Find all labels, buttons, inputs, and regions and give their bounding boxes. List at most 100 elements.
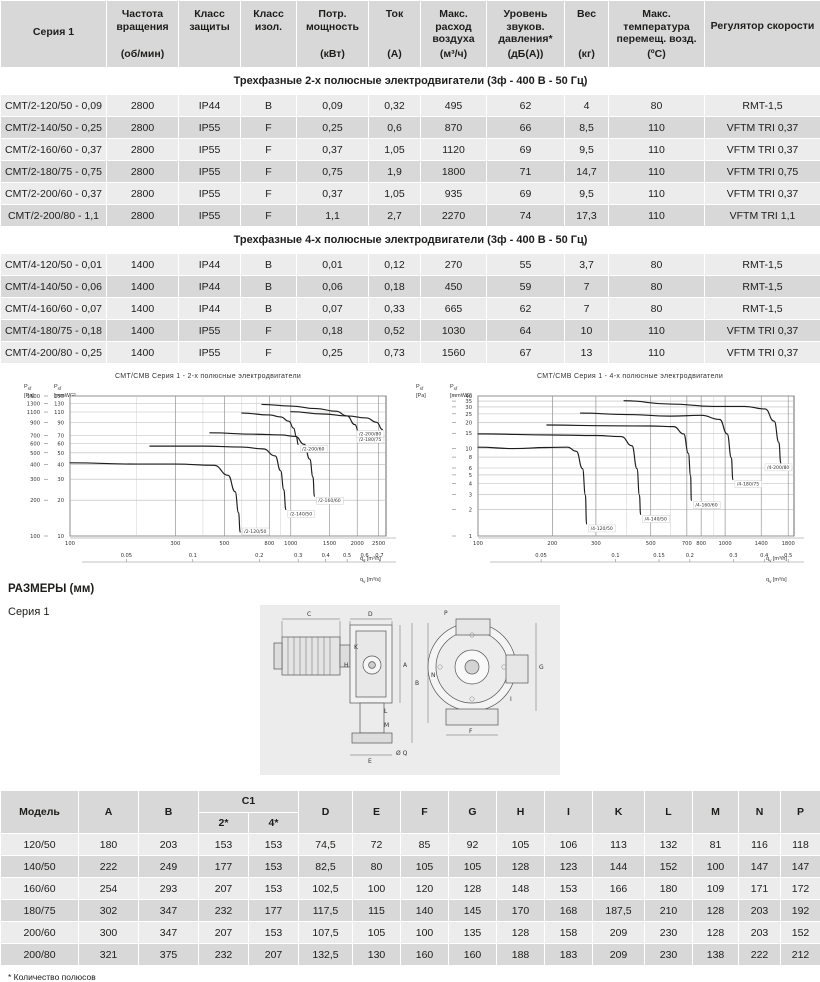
spec-cell: 1120 bbox=[421, 139, 487, 161]
svg-text:500: 500 bbox=[219, 541, 229, 547]
svg-text:40: 40 bbox=[465, 394, 472, 400]
dim-cell: 160 bbox=[449, 944, 497, 966]
spec-cell: 0,18 bbox=[369, 276, 421, 298]
spec-cell: RMT-1,5 bbox=[705, 276, 820, 298]
spec-cell: 270 bbox=[421, 254, 487, 276]
spec-cell: 62 bbox=[487, 95, 565, 117]
spec-cell: 69 bbox=[487, 139, 565, 161]
spec-cell: 1,1 bbox=[297, 205, 369, 227]
svg-text:300: 300 bbox=[591, 541, 601, 547]
spec-cell: 110 bbox=[609, 117, 705, 139]
spec-cell: 9,5 bbox=[565, 183, 609, 205]
chart-4-pole-plot: 1102203304405506608801010015150202002525… bbox=[448, 370, 812, 605]
spec-cell: 110 bbox=[609, 205, 705, 227]
dim-col-C1: C1 bbox=[199, 791, 299, 813]
svg-text:130: 130 bbox=[54, 401, 64, 407]
spec-cell: 2800 bbox=[107, 117, 179, 139]
spec-cell: CMT/4-180/75 - 0,18 bbox=[1, 320, 107, 342]
spec-col-insulation: Класс изол. bbox=[241, 1, 297, 68]
dim-cell: 100 bbox=[693, 856, 739, 878]
svg-text:/2-160/60: /2-160/60 bbox=[318, 498, 340, 504]
spec-cell: CMT/2-180/75 - 0,75 bbox=[1, 161, 107, 183]
dim-cell: 107,5 bbox=[299, 922, 353, 944]
svg-text:1: 1 bbox=[469, 534, 472, 540]
spec-cell: F bbox=[241, 342, 297, 364]
spec-cell: 2270 bbox=[421, 205, 487, 227]
spec-cell: 0,25 bbox=[297, 117, 369, 139]
spec-cell: CMT/2-200/80 - 1,1 bbox=[1, 205, 107, 227]
spec-cell: 110 bbox=[609, 161, 705, 183]
spec-cell: 2800 bbox=[107, 95, 179, 117]
spec-cell: IP44 bbox=[179, 254, 241, 276]
dim-cell: 82,5 bbox=[299, 856, 353, 878]
dim-cell: 116 bbox=[739, 834, 781, 856]
spec-cell: 1,05 bbox=[369, 183, 421, 205]
spec-cell: F bbox=[241, 161, 297, 183]
dim-col-I: I bbox=[545, 791, 593, 834]
spec-cell: 665 bbox=[421, 298, 487, 320]
svg-text:2000: 2000 bbox=[351, 541, 364, 547]
dim-col-L: L bbox=[645, 791, 693, 834]
dim-cell: 105 bbox=[497, 834, 545, 856]
spec-col-serie: Серия 1 bbox=[1, 1, 107, 68]
dim-cell: 102,5 bbox=[299, 878, 353, 900]
spec-cell: 110 bbox=[609, 139, 705, 161]
dim-cell: 254 bbox=[79, 878, 139, 900]
dim-cell: 105 bbox=[353, 922, 401, 944]
svg-text:150: 150 bbox=[54, 394, 64, 400]
spec-cell: 4 bbox=[565, 95, 609, 117]
dim-col-E: E bbox=[353, 791, 401, 834]
dim-cell: 160 bbox=[401, 944, 449, 966]
fan-dimension-drawing: C D A B N E F G L M K H Ø Q P I bbox=[260, 605, 560, 775]
dim-cell: 120/50 bbox=[1, 834, 79, 856]
svg-text:6: 6 bbox=[469, 466, 472, 472]
spec-section-title: Трехфазные 4-х полюсные электродвигатели… bbox=[1, 227, 820, 254]
spec-cell: IP44 bbox=[179, 298, 241, 320]
spec-cell: VFTM TRI 0,37 bbox=[705, 117, 820, 139]
svg-text:50: 50 bbox=[57, 451, 64, 457]
spec-cell: 55 bbox=[487, 254, 565, 276]
spec-cell: 870 bbox=[421, 117, 487, 139]
dim-cell: 130 bbox=[353, 944, 401, 966]
dim-cell: 200/60 bbox=[1, 922, 79, 944]
dim-cell: 230 bbox=[645, 944, 693, 966]
spec-col-maxtemp: Макс. температура перемещ. возд.(ºС) bbox=[609, 1, 705, 68]
spec-cell: 80 bbox=[609, 298, 705, 320]
spec-cell: RMT-1,5 bbox=[705, 254, 820, 276]
spec-cell: 0,09 bbox=[297, 95, 369, 117]
spec-cell: 0,37 bbox=[297, 183, 369, 205]
dim-label-L: L bbox=[384, 708, 388, 715]
dim-cell: 203 bbox=[739, 922, 781, 944]
dim-label-H: H bbox=[344, 662, 349, 669]
svg-text:0.3: 0.3 bbox=[294, 553, 302, 559]
spec-cell: 14,7 bbox=[565, 161, 609, 183]
dim-cell: 203 bbox=[739, 900, 781, 922]
spec-cell: F bbox=[241, 117, 297, 139]
dim-label-G: G bbox=[539, 664, 544, 671]
spec-cell: 7 bbox=[565, 298, 609, 320]
svg-text:700: 700 bbox=[30, 433, 40, 439]
svg-text:1300: 1300 bbox=[27, 401, 40, 407]
spec-section-title-row: Трехфазные 4-х полюсные электродвигатели… bbox=[1, 227, 820, 254]
spec-cell: 2800 bbox=[107, 139, 179, 161]
spec-cell: 0,25 bbox=[297, 342, 369, 364]
dim-cell: 170 bbox=[497, 900, 545, 922]
dim-cell: 209 bbox=[593, 944, 645, 966]
spec-cell: B bbox=[241, 276, 297, 298]
svg-text:0.05: 0.05 bbox=[121, 553, 133, 559]
dim-cell: 113 bbox=[593, 834, 645, 856]
spec-cell: 1,9 bbox=[369, 161, 421, 183]
dim-cell: 105 bbox=[449, 856, 497, 878]
dim-cell: 147 bbox=[739, 856, 781, 878]
svg-text:110: 110 bbox=[54, 410, 64, 416]
dim-cell: 375 bbox=[139, 944, 199, 966]
spec-cell: 7 bbox=[565, 276, 609, 298]
spec-cell: 80 bbox=[609, 276, 705, 298]
dim-label-B: B bbox=[415, 680, 419, 687]
dim-cell: 230 bbox=[645, 922, 693, 944]
dim-label-F: F bbox=[469, 728, 473, 735]
